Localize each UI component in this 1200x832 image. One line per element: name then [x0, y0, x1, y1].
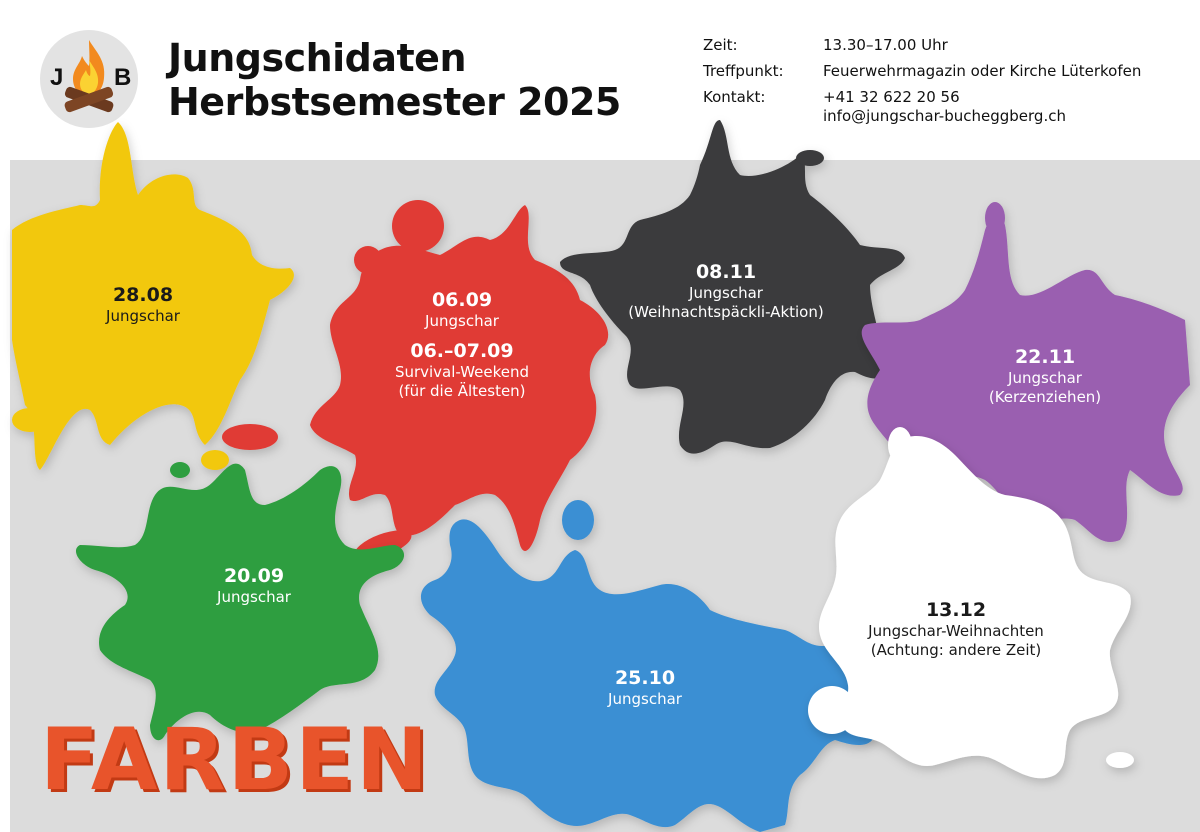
event-white: 13.12 Jungschar-Weihnachten (Achtung: an…	[836, 598, 1076, 660]
theme-title: FARBEN	[40, 710, 430, 810]
event-red: 06.09 Jungschar 06.–07.09 Survival-Weeke…	[372, 288, 552, 401]
contact-value: +41 32 622 20 56 info@jungschar-bucheggb…	[823, 88, 1066, 126]
meeting-label: Treffpunkt:	[703, 62, 784, 80]
event-black-date: 08.11	[695, 261, 757, 283]
white-splat	[808, 427, 1134, 779]
time-value: 13.30–17.00 Uhr	[823, 36, 948, 54]
event-purple-date: 22.11	[1014, 346, 1076, 368]
yellow-splat-shape	[12, 122, 294, 470]
event-purple: 22.11 Jungschar (Kerzenziehen)	[960, 345, 1130, 407]
yellow-splat	[12, 122, 294, 470]
event-blue: 25.10 Jungschar	[575, 666, 715, 709]
event-yellow-date: 28.08	[112, 284, 174, 306]
event-black: 08.11 Jungschar (Weihnachtspäckli-Aktion…	[596, 260, 856, 322]
event-white-date: 13.12	[925, 599, 987, 621]
contact-label: Kontakt:	[703, 88, 766, 106]
event-black-text: Jungschar	[689, 284, 763, 302]
event-green-text: Jungschar	[217, 588, 291, 606]
event-red-text-2: Survival-Weekend	[394, 363, 530, 381]
meeting-value: Feuerwehrmagazin oder Kirche Lüterkofen	[823, 62, 1142, 80]
event-red-text-3: (für die Ältesten)	[398, 382, 526, 400]
event-purple-text-2: (Kerzenziehen)	[988, 388, 1102, 406]
event-green-date: 20.09	[223, 565, 285, 587]
green-splat	[75, 462, 405, 741]
white-splat-shape	[818, 435, 1131, 779]
logo-letter-right: B	[114, 64, 132, 91]
contact-phone: +41 32 622 20 56	[823, 88, 960, 106]
campfire-icon	[64, 40, 114, 113]
event-yellow-text: Jungschar	[106, 307, 180, 325]
event-white-text-2: (Achtung: andere Zeit)	[870, 641, 1042, 659]
black-splat-shape	[560, 120, 905, 454]
title-line-2: Herbstsemester 2025	[168, 80, 621, 124]
blue-splat-shape	[420, 519, 881, 832]
red-splat-shape	[310, 205, 609, 551]
green-splat-shape	[75, 463, 405, 741]
header: J B Jungschidaten Herbstsemester 2025 Ze…	[0, 0, 1200, 160]
event-blue-date: 25.10	[614, 667, 676, 689]
event-white-text: Jungschar-Weihnachten	[868, 622, 1044, 640]
event-black-text-2: (Weihnachtspäckli-Aktion)	[628, 303, 824, 321]
event-green: 20.09 Jungschar	[184, 564, 324, 607]
event-red-text: Jungschar	[425, 312, 499, 330]
contact-email: info@jungschar-bucheggberg.ch	[823, 107, 1066, 125]
event-blue-text: Jungschar	[608, 690, 682, 708]
event-purple-text: Jungschar	[1008, 369, 1082, 387]
black-splat	[560, 120, 905, 454]
event-red-date-2: 06.–07.09	[410, 340, 514, 362]
logo: J B	[40, 30, 138, 128]
time-label: Zeit:	[703, 36, 738, 54]
title-line-1: Jungschidaten	[168, 36, 467, 80]
page-title: Jungschidaten Herbstsemester 2025	[168, 36, 621, 124]
event-yellow: 28.08 Jungschar	[73, 283, 213, 326]
logo-letter-left: J	[50, 64, 64, 91]
event-red-date: 06.09	[431, 289, 493, 311]
